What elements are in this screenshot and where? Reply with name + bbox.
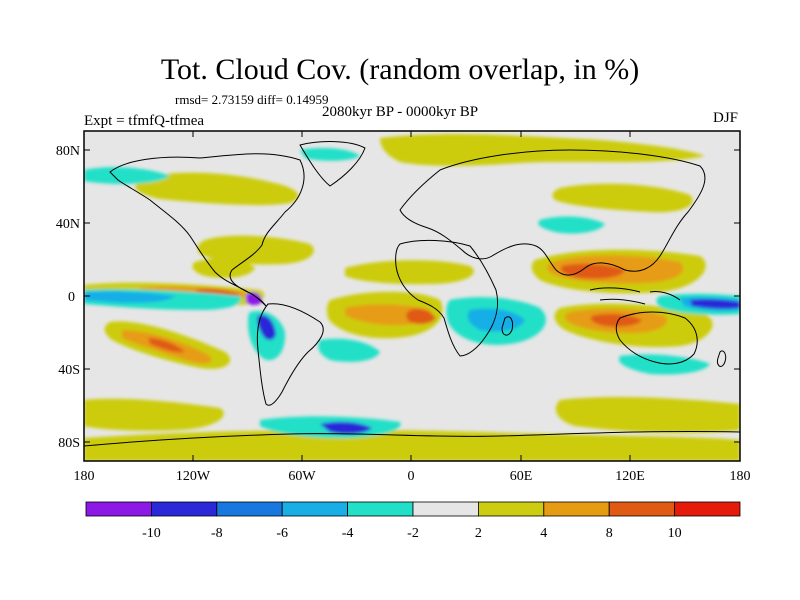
lat-label-0: 0 bbox=[68, 290, 75, 305]
coast-africa bbox=[395, 239, 499, 357]
lon-label-60e: 60E bbox=[510, 469, 533, 484]
coast-australia bbox=[615, 311, 698, 365]
anomaly-east-indian bbox=[590, 313, 642, 327]
anomaly-antarctic bbox=[84, 430, 740, 461]
anomaly-south-atlantic bbox=[318, 338, 380, 362]
lat-label-40n: 40N bbox=[56, 217, 80, 232]
plot-title: Tot. Cloud Cov. (random overlap, in %) bbox=[160, 53, 640, 86]
colorbar-swatch bbox=[608, 501, 676, 517]
lat-ticks bbox=[84, 149, 740, 443]
lon-labels: 180 120W 60W 0 60E 120E 180 bbox=[74, 469, 751, 484]
colorbar-label: 10 bbox=[668, 526, 682, 541]
anomaly-pacific-blue bbox=[690, 299, 740, 309]
coast-antarctica bbox=[84, 430, 740, 447]
anomaly-south-pacific-red bbox=[148, 338, 185, 353]
period-label: 2080kyr BP - 0000kyr BP bbox=[322, 104, 479, 120]
stats-text: rmsd= 2.73159 diff= 0.14959 bbox=[175, 92, 329, 107]
anomaly-indonesia bbox=[560, 263, 625, 279]
anomaly-equatorial-cyan bbox=[84, 291, 175, 303]
colorbar-swatch bbox=[477, 501, 545, 517]
coast-north-america bbox=[109, 153, 305, 307]
lon-label-120e: 120E bbox=[615, 469, 645, 484]
colorbar-label: -4 bbox=[342, 526, 354, 541]
colorbar-swatch bbox=[543, 501, 610, 517]
lat-label-80s: 80S bbox=[58, 436, 80, 451]
colorbar-label: -8 bbox=[211, 526, 223, 541]
anomaly-north-america-east bbox=[197, 235, 314, 265]
anomaly-africa-cyan bbox=[467, 308, 525, 332]
anomaly-siberia bbox=[552, 183, 693, 213]
lon-label-60w: 60W bbox=[288, 469, 316, 484]
colorbar-swatch bbox=[85, 501, 152, 517]
colorbar-swatch bbox=[216, 501, 283, 517]
anomaly-north-atlantic bbox=[135, 172, 299, 206]
coast-indonesia bbox=[589, 287, 681, 305]
colorbar-swatch bbox=[412, 501, 479, 517]
lon-label-120w: 120W bbox=[176, 469, 211, 484]
colorbar-swatch bbox=[674, 501, 741, 517]
colorbar-label: 8 bbox=[606, 526, 613, 541]
colorbar-swatch bbox=[281, 501, 349, 517]
lon-label-180-left: 180 bbox=[74, 469, 95, 484]
anomaly-southern-ocean-east bbox=[555, 397, 740, 433]
coastlines bbox=[84, 141, 740, 447]
anomaly-north-pacific-neg bbox=[538, 216, 605, 234]
experiment-label: Expt = tfmfQ-tfmea bbox=[84, 113, 205, 129]
cloud-anomaly-field bbox=[84, 134, 740, 461]
coast-greenland bbox=[299, 141, 366, 187]
anomaly-north-atlantic-neg bbox=[300, 148, 360, 161]
colorbar-label: 4 bbox=[540, 526, 547, 541]
lat-label-40s: 40S bbox=[58, 363, 80, 378]
colorbar-label: 2 bbox=[475, 526, 482, 541]
lat-labels: 80N 40N 0 40S 80S bbox=[56, 144, 80, 451]
anomaly-central-america-violet bbox=[246, 292, 262, 305]
coast-south-america bbox=[256, 303, 324, 406]
coast-europe-asia bbox=[399, 149, 706, 276]
coast-new-zealand bbox=[717, 350, 727, 367]
lon-label-0: 0 bbox=[408, 469, 415, 484]
lat-label-80n: 80N bbox=[56, 144, 80, 159]
season-label: DJF bbox=[712, 110, 738, 126]
colorbar-swatch bbox=[347, 501, 414, 517]
colorbar-label: -10 bbox=[142, 526, 161, 541]
anomaly-antarctic-blue bbox=[320, 421, 372, 435]
colorbar-swatch bbox=[150, 501, 218, 517]
anomaly-andes-blue bbox=[257, 314, 276, 340]
lon-ticks bbox=[192, 131, 631, 461]
colorbar-label: -2 bbox=[407, 526, 419, 541]
anomaly-arctic-ocean bbox=[84, 167, 170, 184]
anomaly-north-africa bbox=[345, 260, 474, 285]
lon-label-180-right: 180 bbox=[730, 469, 751, 484]
colorbar: -10 -8 -6 -4 -2 2 4 8 10 bbox=[85, 501, 741, 541]
colorbar-label: -6 bbox=[276, 526, 288, 541]
coast-madagascar bbox=[501, 316, 513, 336]
anomaly-gulf-of-guinea bbox=[406, 308, 436, 325]
anomaly-southern-ocean-west bbox=[84, 398, 224, 431]
anomaly-arctic-north bbox=[380, 134, 705, 166]
